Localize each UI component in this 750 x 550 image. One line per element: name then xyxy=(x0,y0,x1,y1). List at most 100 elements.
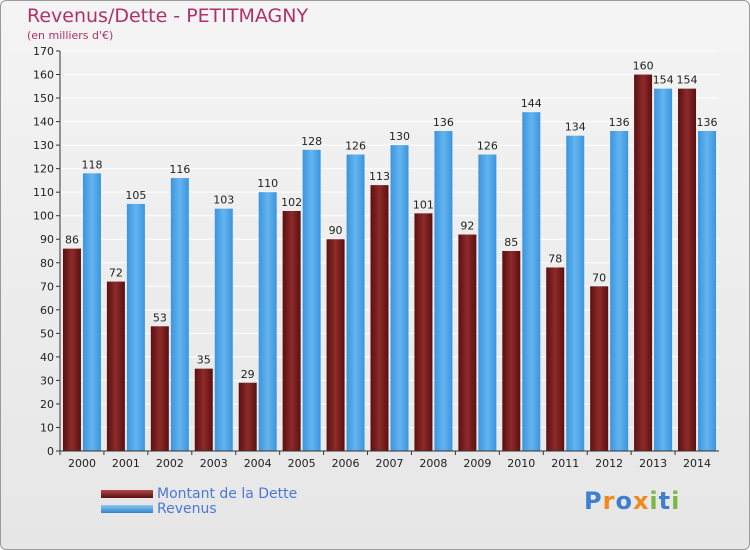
y-tick-label: 160 xyxy=(33,69,54,82)
x-tick-label: 2003 xyxy=(200,457,228,470)
data-label-dette: 160 xyxy=(633,60,654,73)
y-tick-label: 40 xyxy=(40,351,54,364)
x-tick-label: 2006 xyxy=(332,457,360,470)
x-tick-label: 2012 xyxy=(595,457,623,470)
logo-letter: o xyxy=(615,487,633,515)
y-tick-label: 50 xyxy=(40,327,54,340)
data-label-dette: 113 xyxy=(369,170,390,183)
axis-layer: 0 10 20 30 40 50 60 70 80 90 100 110 120 130 140 150 160… xyxy=(33,45,719,470)
logo-letter: P xyxy=(584,487,603,515)
data-label-revenus: 136 xyxy=(697,116,718,129)
y-tick-label: 140 xyxy=(33,116,54,129)
x-tick-label: 2011 xyxy=(551,457,579,470)
x-tick-label: 2010 xyxy=(507,457,535,470)
bar-dette xyxy=(194,368,213,451)
y-tick-label: 130 xyxy=(33,139,54,152)
bar-revenus xyxy=(698,131,717,451)
data-label-revenus: 116 xyxy=(169,163,190,176)
y-tick-label: 60 xyxy=(40,304,54,317)
data-label-dette: 29 xyxy=(241,368,255,381)
bar-revenus xyxy=(522,112,541,452)
chart-title: Revenus/Dette - PETITMAGNY xyxy=(27,5,309,27)
x-tick-label: 2002 xyxy=(156,457,184,470)
data-label-dette: 53 xyxy=(153,311,167,324)
y-tick-label: 10 xyxy=(40,421,54,434)
x-tick-label: 2001 xyxy=(112,457,140,470)
x-tick-label: 2007 xyxy=(376,457,404,470)
bar-dette xyxy=(634,74,653,451)
data-label-dette: 102 xyxy=(281,196,302,209)
y-tick-label: 150 xyxy=(33,92,54,105)
data-label-revenus: 136 xyxy=(433,116,454,129)
data-label-revenus: 126 xyxy=(477,140,498,153)
y-tick-label: 0 xyxy=(47,445,54,458)
bar-revenus xyxy=(258,192,277,452)
bar-dette xyxy=(370,185,389,451)
x-tick-label: 2008 xyxy=(419,457,447,470)
bar-revenus xyxy=(214,208,233,451)
logo-letter: x xyxy=(632,487,650,515)
x-tick-label: 2005 xyxy=(288,457,316,470)
data-label-dette: 92 xyxy=(460,220,474,233)
data-label-revenus: 154 xyxy=(653,74,674,87)
logo-letter: r xyxy=(602,487,616,515)
bars-layer xyxy=(62,74,717,452)
bar-revenus xyxy=(566,135,585,452)
data-label-revenus: 128 xyxy=(301,135,322,148)
bar-dette xyxy=(678,88,697,451)
data-label-revenus: 110 xyxy=(257,177,278,190)
bar-revenus xyxy=(82,173,101,451)
bar-revenus xyxy=(478,154,497,451)
legend-swatch-revenus xyxy=(101,505,153,513)
bar-revenus xyxy=(170,178,189,451)
chart-subtitle: (en milliers d'€) xyxy=(27,29,114,42)
data-label-dette: 70 xyxy=(592,271,606,284)
data-label-revenus: 130 xyxy=(389,130,410,143)
data-label-dette: 78 xyxy=(548,252,562,265)
bar-dette xyxy=(150,326,169,451)
y-tick-label: 100 xyxy=(33,210,54,223)
y-tick-label: 80 xyxy=(40,257,54,270)
data-label-dette: 101 xyxy=(413,198,434,211)
bar-dette xyxy=(502,251,521,451)
x-tick-label: 2000 xyxy=(68,457,96,470)
bar-dette xyxy=(546,267,565,451)
bar-dette xyxy=(238,382,257,451)
bar-revenus xyxy=(346,154,365,451)
y-tick-label: 20 xyxy=(40,398,54,411)
legend-swatch-dette xyxy=(101,490,153,498)
legend-label-dette: Montant de la Dette xyxy=(157,486,298,502)
bar-dette xyxy=(414,213,433,451)
bar-revenus xyxy=(390,145,409,451)
y-tick-label: 110 xyxy=(33,186,54,199)
bar-dette xyxy=(458,234,477,451)
y-tick-label: 90 xyxy=(40,233,54,246)
x-tick-label: 2004 xyxy=(244,457,272,470)
data-label-revenus: 136 xyxy=(609,116,630,129)
logo-letter: i xyxy=(649,487,659,515)
y-tick-label: 120 xyxy=(33,163,54,176)
data-label-revenus: 105 xyxy=(125,189,146,202)
bar-dette xyxy=(326,239,345,451)
data-label-dette: 85 xyxy=(504,236,518,249)
bar-revenus xyxy=(126,203,145,451)
data-label-revenus: 103 xyxy=(213,194,234,207)
data-label-dette: 72 xyxy=(109,267,123,280)
bar-revenus xyxy=(434,131,453,451)
data-label-revenus: 134 xyxy=(565,121,586,134)
bar-revenus xyxy=(610,131,629,451)
bar-dette xyxy=(282,211,301,451)
logo-letter: t xyxy=(658,487,672,515)
data-label-revenus: 118 xyxy=(81,158,102,171)
proxiti-logo: Proxiti xyxy=(584,487,680,515)
data-label-dette: 35 xyxy=(197,354,211,367)
y-tick-label: 70 xyxy=(40,280,54,293)
grid-layer xyxy=(60,50,719,452)
data-label-revenus: 126 xyxy=(345,140,366,153)
x-tick-label: 2013 xyxy=(639,457,667,470)
y-tick-label: 170 xyxy=(33,45,54,58)
bar-revenus xyxy=(654,88,673,451)
y-tick-label: 30 xyxy=(40,374,54,387)
